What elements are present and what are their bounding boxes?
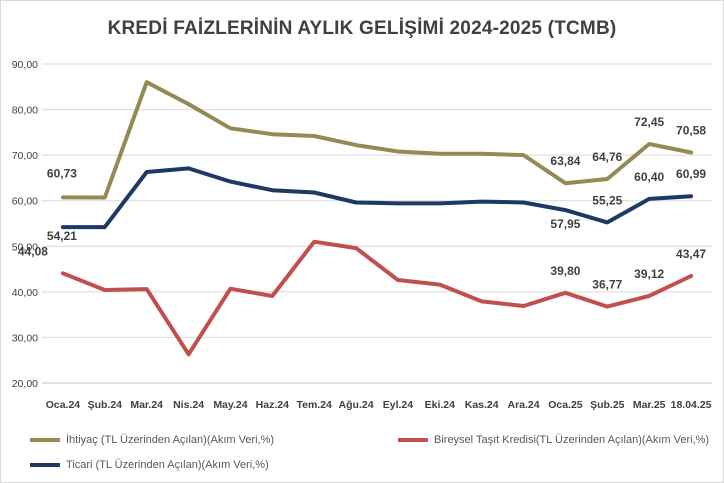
legend-label-bireysel-tasit: Bireysel Taşıt Kredisi(TL Üzerinden Açıl…	[434, 434, 710, 446]
x-tick-label: Mar.25	[633, 399, 666, 411]
data-label: 39,80	[550, 264, 580, 278]
legend-item-ticari: Ticari (TL Üzerinden Açılan)(Akım Veri,%…	[30, 459, 269, 471]
x-tick-label: Oca.24	[46, 399, 81, 411]
series-line-0	[60, 80, 694, 200]
legend-item-bireysel-tasit: Bireysel Taşıt Kredisi(TL Üzerinden Açıl…	[398, 434, 709, 446]
x-tick-label: Ara.24	[508, 399, 540, 411]
x-tick-label: May.24	[213, 399, 247, 411]
x-tick-label: Eyl.24	[383, 399, 414, 411]
y-tick-label: 90,00	[12, 59, 38, 71]
y-tick-label: 60,00	[12, 196, 38, 208]
data-label: 43,47	[676, 247, 706, 261]
x-tick-label: Tem.24	[296, 399, 332, 411]
chart-title: KREDİ FAİZLERİNİN AYLIK GELİŞİMİ 2024-20…	[107, 18, 617, 39]
data-label: 64,76	[592, 150, 622, 164]
x-tick-label: Şub.25	[590, 399, 625, 411]
x-tick-label: Nis.24	[173, 399, 204, 411]
legend-label-ticari: Ticari (TL Üzerinden Açılan)(Akım Veri,%…	[66, 459, 269, 471]
y-tick-label: 50,00	[12, 241, 38, 253]
data-label: 44,08	[18, 244, 48, 258]
series-line-2	[60, 239, 694, 357]
data-label: 70,58	[676, 123, 706, 137]
data-label: 60,99	[676, 167, 706, 181]
y-tick-label: 40,00	[12, 287, 38, 299]
x-tick-label: Şub.24	[88, 399, 123, 411]
legend-swatch-ihtiyac	[30, 438, 60, 442]
x-tick-label: 18.04.25	[671, 399, 712, 411]
y-tick-label: 20,00	[12, 378, 38, 390]
series-line-1	[60, 166, 694, 230]
x-tick-label: Haz.24	[256, 399, 289, 411]
x-tick-label: Oca.25	[548, 399, 583, 411]
y-tick-label: 30,00	[12, 332, 38, 344]
x-tick-label: Mar.24	[130, 399, 163, 411]
x-tick-label: Eki.24	[425, 399, 456, 411]
x-tick-label: Ağu.24	[339, 399, 374, 411]
data-label: 60,40	[634, 170, 664, 184]
data-label: 57,95	[550, 217, 580, 231]
data-label: 63,84	[550, 154, 580, 168]
data-label: 60,73	[47, 166, 77, 180]
legend-swatch-ticari	[30, 463, 60, 467]
y-tick-label: 70,00	[12, 150, 38, 162]
data-label: 72,45	[634, 115, 664, 129]
y-tick-label: 80,00	[12, 105, 38, 117]
legend-item-ihtiyac: İhtiyaç (TL Üzerinden Açılan)(Akım Veri,…	[30, 434, 274, 446]
data-label: 36,77	[592, 278, 622, 292]
data-label: 54,21	[47, 229, 77, 243]
legend-label-ihtiyac: İhtiyaç (TL Üzerinden Açılan)(Akım Veri,…	[66, 434, 275, 446]
data-label: 55,25	[592, 193, 622, 207]
data-label: 39,12	[634, 267, 664, 281]
x-tick-label: Kas.24	[465, 399, 499, 411]
legend-swatch-bireysel-tasit	[398, 438, 428, 442]
